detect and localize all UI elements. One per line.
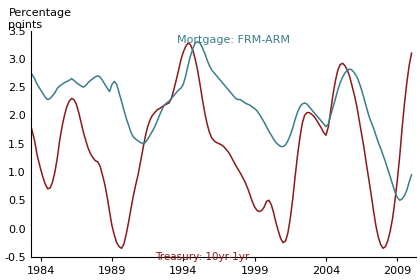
- Text: Treasury: 10yr-1yr: Treasury: 10yr-1yr: [155, 252, 249, 262]
- Text: Percentage
points: Percentage points: [8, 8, 71, 30]
- Text: Mortgage: FRM-ARM: Mortgage: FRM-ARM: [177, 35, 290, 45]
